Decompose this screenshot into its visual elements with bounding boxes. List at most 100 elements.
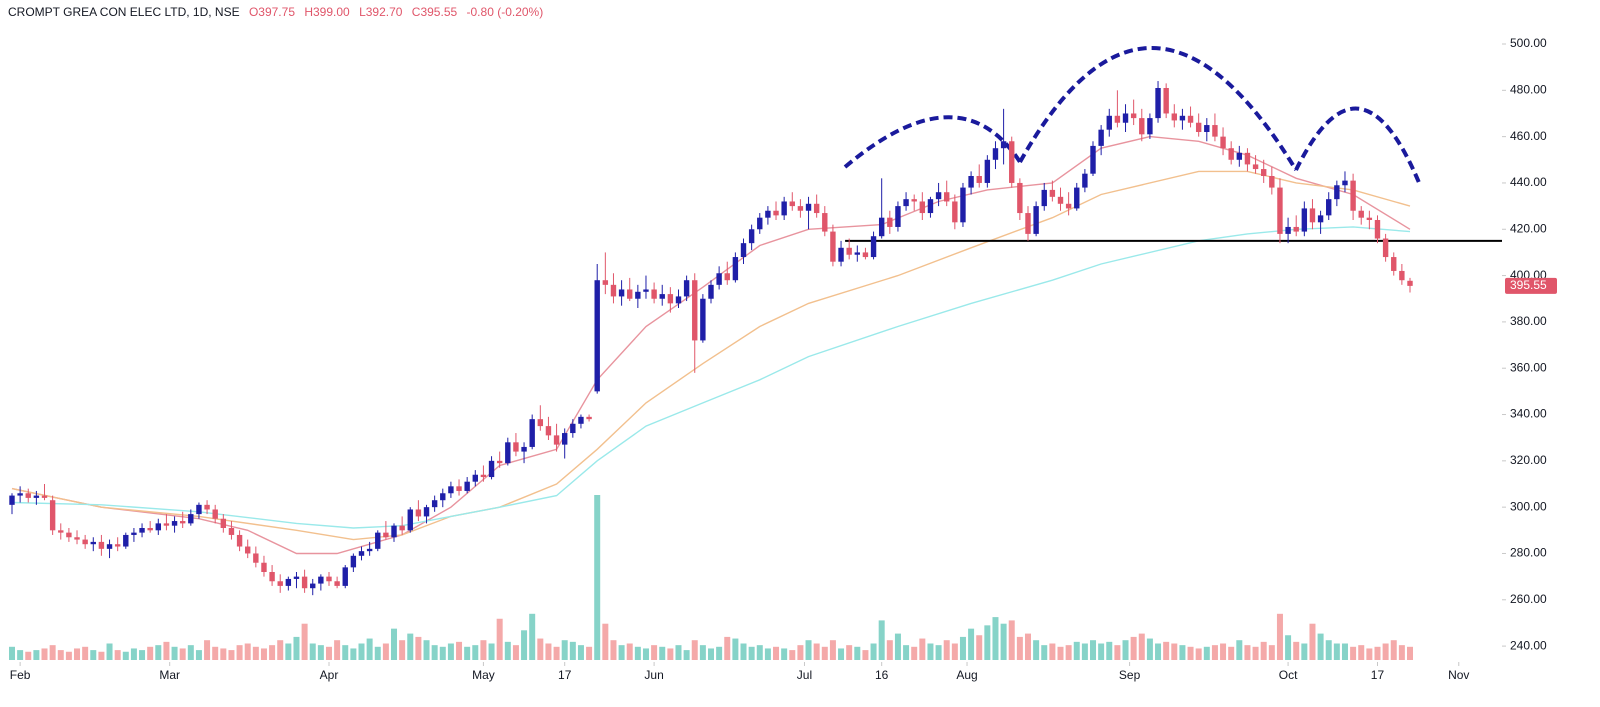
volume-bar	[521, 630, 528, 660]
x-tick-label: 17	[1371, 668, 1385, 682]
candle-body	[375, 532, 381, 549]
moving-average-line	[11, 170, 1411, 541]
volume-bar	[293, 636, 300, 660]
volume-bar	[626, 643, 633, 660]
volume-bar	[610, 640, 617, 660]
candle-body	[813, 203, 820, 214]
volume-bar	[366, 638, 373, 660]
candle-body	[740, 243, 747, 258]
volume-bar	[1073, 641, 1080, 660]
volume-bar	[236, 645, 243, 660]
volume-bar	[1016, 636, 1023, 660]
candle-body	[350, 555, 357, 568]
volume-bar	[1106, 641, 1113, 660]
volume-bar	[1146, 638, 1153, 660]
candle-body	[496, 460, 503, 464]
volume-bar	[57, 650, 64, 660]
volume-bar	[1138, 633, 1145, 660]
volume-bar	[927, 643, 934, 660]
volume-bar	[334, 640, 341, 660]
candle-body	[911, 199, 917, 202]
volume-bar	[488, 643, 495, 660]
candle-body	[854, 252, 861, 255]
volume-bar	[708, 648, 714, 660]
volume-bar	[1187, 646, 1194, 660]
volume-bar	[691, 640, 698, 660]
candle-body	[887, 217, 893, 227]
volume-bar	[854, 646, 861, 660]
y-tick-label: 320.00	[1510, 453, 1547, 467]
candle-body	[1025, 213, 1031, 234]
candle-body	[245, 546, 251, 554]
volume-bar	[659, 646, 666, 660]
volume-bar	[683, 650, 690, 660]
candle-body	[1358, 210, 1364, 218]
volume-bar	[325, 646, 332, 660]
candle-body	[407, 509, 413, 531]
candle-body	[310, 583, 316, 589]
candle-body	[960, 187, 966, 223]
volume-bar	[529, 613, 536, 660]
candle-body	[952, 201, 958, 223]
candle-body	[179, 521, 186, 524]
volume-bar	[903, 645, 910, 660]
last-price-box	[1505, 277, 1557, 294]
candle-body	[33, 495, 40, 498]
volume-bar	[878, 620, 885, 660]
candle-body	[1147, 118, 1153, 135]
volume-bar	[423, 640, 430, 660]
x-tick-label: Nov	[1448, 668, 1469, 682]
candle-body	[610, 284, 617, 297]
candle-body	[944, 192, 950, 202]
candle-body	[1098, 129, 1104, 146]
candle-body	[1171, 113, 1177, 121]
moving-average-line	[11, 226, 1411, 529]
candle-body	[822, 213, 828, 232]
candle-body	[269, 572, 275, 582]
candle-body	[1285, 226, 1291, 234]
candle-body	[1301, 208, 1308, 232]
candle-body	[1252, 164, 1259, 170]
volume-bar	[1350, 646, 1357, 660]
volume-bar	[171, 646, 178, 660]
candle-body	[106, 544, 113, 549]
x-tick-label: Aug	[956, 668, 977, 682]
volume-bar	[886, 640, 893, 660]
candle-body	[1334, 185, 1340, 200]
volume-bar	[667, 648, 674, 660]
volume-bar	[1260, 641, 1267, 660]
candle-body	[570, 423, 576, 434]
candle-body	[1350, 180, 1356, 211]
candle-body	[1000, 141, 1007, 149]
volume-bar	[472, 645, 479, 660]
volume-bar	[935, 645, 942, 660]
candle-body	[326, 576, 332, 582]
candle-body	[838, 247, 844, 262]
volume-bar	[391, 628, 398, 660]
volume-bar	[976, 635, 983, 660]
candle-body	[1017, 182, 1023, 214]
volume-bar	[943, 640, 950, 660]
volume-bar	[569, 641, 576, 660]
candle-body	[464, 481, 470, 491]
moving-average-line	[11, 135, 1411, 555]
candle-body	[537, 419, 544, 427]
y-tick-label: 500.00	[1510, 36, 1547, 50]
volume-bar	[1049, 643, 1056, 660]
volume-bar	[90, 650, 97, 660]
volume-bar	[756, 645, 763, 660]
candle-body	[358, 551, 365, 556]
candle-body	[870, 236, 877, 258]
volume-bar	[350, 648, 357, 660]
volume-bar	[374, 646, 381, 660]
volume-bar	[699, 645, 706, 660]
volume-bar	[992, 617, 999, 660]
volume-bar	[1081, 643, 1088, 660]
candle-body	[878, 217, 885, 237]
candle-body	[415, 509, 422, 517]
volume-bar	[1285, 635, 1292, 660]
candle-body	[1317, 215, 1324, 223]
volume-bar	[1374, 646, 1381, 660]
volume-bar	[1090, 640, 1097, 660]
